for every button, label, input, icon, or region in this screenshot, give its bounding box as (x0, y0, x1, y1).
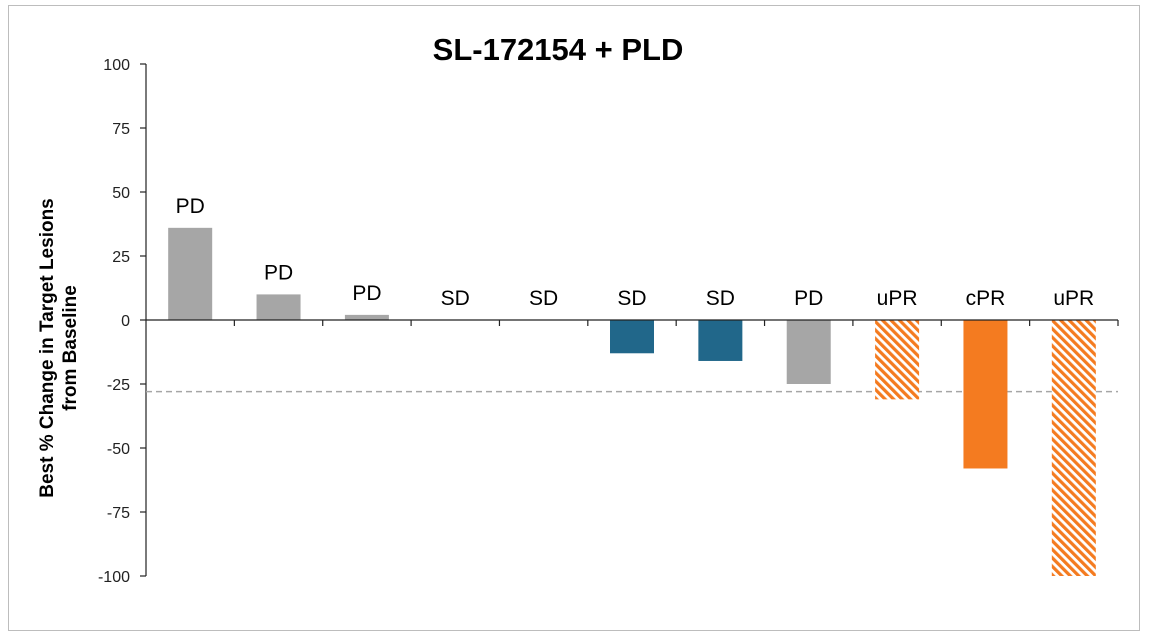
bar-1 (168, 227, 213, 320)
bar-6 (610, 320, 654, 354)
y-axis-label-line-2: from Baseline (60, 285, 81, 411)
bar-label-9: uPR (877, 287, 918, 310)
bar-9 (875, 320, 920, 400)
bar-11 (1051, 320, 1096, 576)
y-tick-label: 0 (121, 313, 130, 330)
bar-label-5: SD (529, 287, 558, 310)
y-axis-label-line-1: Best % Change in Target Lesions (37, 198, 58, 497)
bar-label-11: uPR (1053, 287, 1094, 310)
plot-area: 100 75 50 25 0 -25 -50 -75 -100 PD PD PD SD SD SD SD PD u… (98, 57, 1119, 586)
bar-label-2: PD (264, 261, 293, 284)
bar-label-7: SD (706, 287, 735, 310)
y-tick-label: -75 (107, 505, 130, 522)
bar-7 (698, 320, 743, 361)
y-tick-label: 100 (103, 57, 130, 74)
bar-label-4: SD (441, 287, 470, 310)
bar-10 (963, 320, 1008, 469)
y-tick-label: 25 (112, 249, 130, 266)
y-tick-label: -50 (107, 441, 130, 458)
y-tick-label: -100 (98, 569, 130, 586)
bar-3 (344, 314, 389, 320)
y-tick-label: -25 (107, 377, 130, 394)
y-tick-label: 75 (112, 121, 130, 138)
bar-2 (256, 294, 301, 320)
bar-label-6: SD (617, 287, 646, 310)
bar-label-3: PD (352, 282, 381, 305)
y-tick-label: 50 (112, 185, 130, 202)
bar-label-8: PD (794, 287, 823, 310)
y-axis-label: Best % Change in Target Lesions from Bas… (37, 198, 81, 497)
chart-title: SL-172154 + PLD (433, 32, 684, 67)
bar-label-1: PD (176, 195, 205, 218)
bar-label-10: cPR (966, 287, 1006, 310)
bar-8 (786, 320, 831, 384)
